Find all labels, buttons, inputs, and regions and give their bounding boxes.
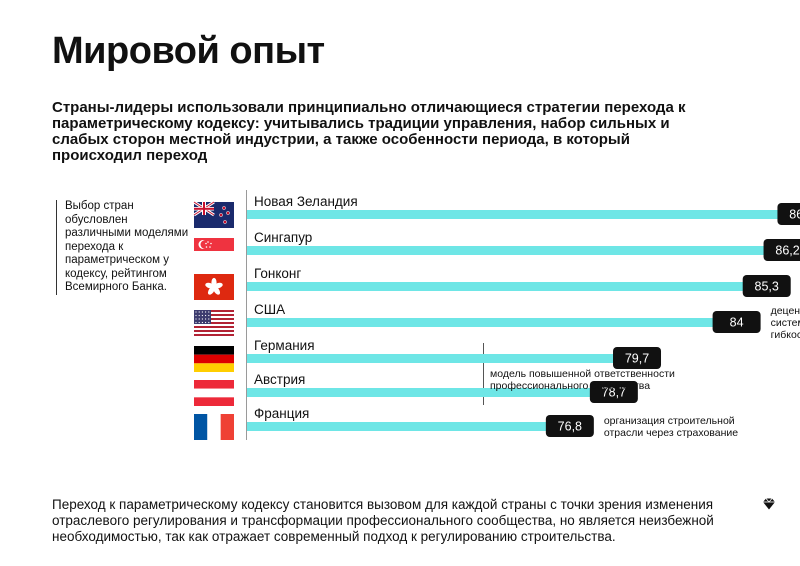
strategy-annotation: организация строительной отрасли через ст… bbox=[604, 415, 738, 439]
diamond-logo-icon bbox=[763, 498, 775, 510]
value-label-box bbox=[712, 311, 761, 333]
value-label-box bbox=[742, 275, 791, 297]
bar bbox=[247, 422, 552, 431]
value-label: 76,8 bbox=[558, 420, 582, 434]
country-label: Сингапур bbox=[254, 230, 312, 245]
value-label: 79,7 bbox=[625, 352, 649, 366]
value-label-box bbox=[589, 381, 638, 403]
selection-note: Выбор стран обусловлен различными моделя… bbox=[56, 200, 191, 295]
value-label: 86,2 bbox=[775, 244, 799, 258]
germany-flag-icon bbox=[194, 346, 234, 372]
bar bbox=[247, 318, 719, 327]
austria-flag-icon bbox=[194, 380, 234, 406]
country-label: Новая Зеландия bbox=[254, 194, 358, 209]
country-label: Гонконг bbox=[254, 266, 301, 281]
new-zealand-flag-icon bbox=[193, 200, 234, 228]
value-label: 86,8 bbox=[789, 208, 800, 222]
country-label: Франция bbox=[254, 406, 309, 421]
page-title: Мировой опыт bbox=[52, 30, 325, 72]
footer-text: Переход к параметрическому кодексу стано… bbox=[52, 497, 714, 544]
germany-austria-bracket bbox=[483, 343, 484, 405]
value-label-box bbox=[777, 203, 800, 225]
usa-flag-icon bbox=[194, 310, 234, 336]
bar bbox=[247, 210, 784, 219]
bar bbox=[247, 388, 596, 397]
value-label-box bbox=[545, 415, 594, 437]
bar bbox=[247, 282, 749, 291]
country-label: США bbox=[254, 302, 285, 317]
bar bbox=[247, 246, 770, 255]
value-label: 85,3 bbox=[755, 280, 779, 294]
value-label: 84 bbox=[730, 316, 744, 330]
value-label-box bbox=[763, 239, 800, 261]
hong-kong-flag-icon bbox=[194, 274, 234, 300]
chart-axis-line bbox=[246, 190, 247, 440]
value-label-box bbox=[613, 347, 662, 369]
bar bbox=[247, 354, 620, 363]
page-subtitle: Страны-лидеры использовали принципиально… bbox=[52, 99, 686, 164]
strategy-annotation: децентрализованнаясистема с высокойгибко… bbox=[771, 305, 800, 341]
country-label: Австрия bbox=[254, 372, 305, 387]
country-label: Германия bbox=[254, 338, 315, 353]
value-label: 78,7 bbox=[602, 386, 626, 400]
strategy-annotation: модель повышенной ответственности професс… bbox=[490, 368, 675, 392]
france-flag-icon bbox=[194, 414, 234, 440]
singapore-flag-icon bbox=[194, 238, 234, 264]
